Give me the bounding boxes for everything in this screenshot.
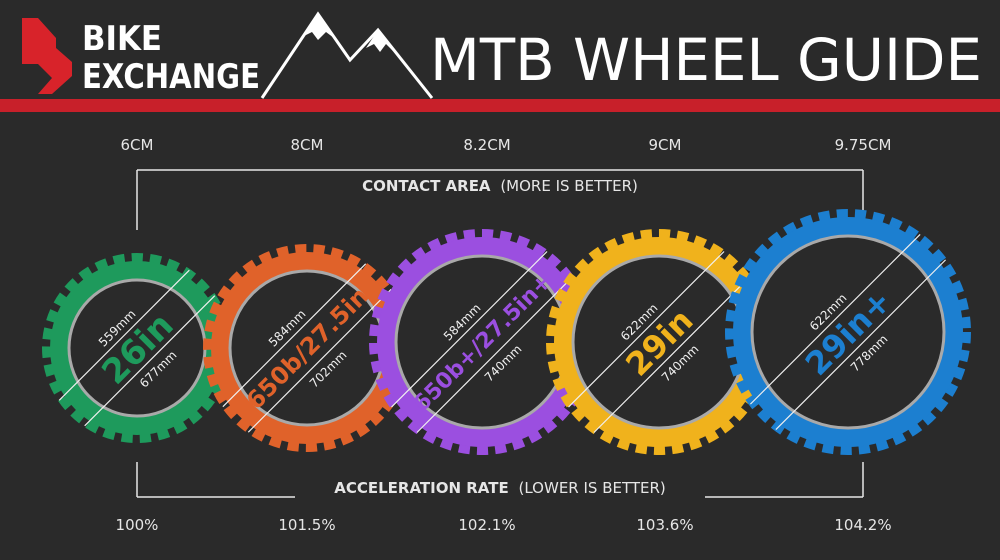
outer-diameter-line bbox=[593, 276, 750, 433]
acceleration-rate-label: ACCELERATION RATE (LOWER IS BETTER) bbox=[334, 479, 666, 497]
logo-mark-icon bbox=[22, 18, 72, 94]
rim-diameter-line bbox=[58, 269, 190, 401]
outer-diameter-line bbox=[84, 295, 216, 427]
contact-area-value: 9.75CM bbox=[835, 136, 892, 154]
contact-area-value: 8CM bbox=[291, 136, 324, 154]
acceleration-rate-label-note: (LOWER IS BETTER) bbox=[519, 479, 666, 497]
wheels-row: 559mm26in677mm584mm650b/27.5in702mm584mm… bbox=[42, 209, 971, 455]
outer-diameter-line bbox=[775, 259, 947, 431]
acceleration-rate-label-bg bbox=[295, 475, 705, 501]
acceleration-rate-value: 100% bbox=[116, 516, 159, 534]
tire bbox=[733, 217, 963, 447]
contact-area-value: 8.2CM bbox=[463, 136, 510, 154]
rim-diameter-line bbox=[749, 233, 921, 405]
brand-line-1: BIKE bbox=[82, 19, 162, 59]
mountains-icon bbox=[260, 11, 434, 99]
rim-diameter-line bbox=[222, 263, 367, 408]
contact-area-scale: CONTACT AREA (MORE IS BETTER) 6CM 8CM 8.2C… bbox=[121, 136, 892, 230]
contact-area-value: 9CM bbox=[649, 136, 682, 154]
contact-area-label-note: (MORE IS BETTER) bbox=[500, 177, 638, 195]
acceleration-rate-value: 102.1% bbox=[458, 516, 515, 534]
outer-diameter-line bbox=[416, 276, 573, 433]
rim bbox=[750, 234, 946, 430]
rim-diameter-line bbox=[568, 251, 725, 408]
contact-area-label: CONTACT AREA (MORE IS BETTER) bbox=[362, 177, 638, 195]
contact-area-label-bold: CONTACT AREA bbox=[362, 177, 491, 195]
outer-diameter-line bbox=[247, 288, 392, 433]
acceleration-rate-value: 104.2% bbox=[834, 516, 891, 534]
acceleration-rate-value: 103.6% bbox=[636, 516, 693, 534]
acceleration-rate-scale: ACCELERATION RATE (LOWER IS BETTER) 100%… bbox=[116, 462, 892, 534]
acceleration-rate-value: 101.5% bbox=[278, 516, 335, 534]
brand-line-2: EXCHANGE bbox=[82, 57, 260, 97]
accent-bar bbox=[0, 99, 1000, 112]
contact-area-value: 6CM bbox=[121, 136, 154, 154]
contact-area-label-bg bbox=[330, 172, 670, 198]
acceleration-rate-label-bold: ACCELERATION RATE bbox=[334, 479, 509, 497]
page-title: MTB WHEEL GUIDE bbox=[430, 26, 982, 94]
brand-logo: BIKE EXCHANGE bbox=[22, 18, 260, 97]
tread-knobs bbox=[725, 209, 971, 455]
rim-diameter-line bbox=[391, 251, 548, 408]
